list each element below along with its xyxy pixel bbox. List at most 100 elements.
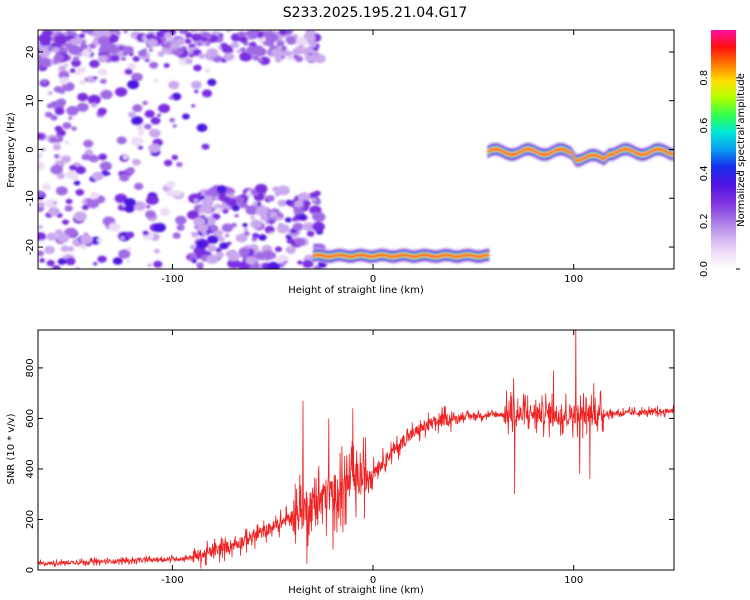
- noise-blob: [131, 136, 144, 147]
- x-tick-label: 0: [370, 575, 376, 586]
- colorbar-tick-label: 0.8: [699, 70, 710, 86]
- noise-blob: [199, 205, 210, 213]
- noise-blob: [216, 185, 227, 194]
- noise-blob: [196, 42, 203, 47]
- noise-blob: [93, 262, 98, 266]
- noise-blob: [290, 229, 296, 233]
- noise-blob: [252, 232, 260, 239]
- noise-blob: [257, 58, 263, 63]
- noise-blob: [53, 53, 64, 62]
- noise-blob: [207, 235, 219, 244]
- y-tick-label: 200: [25, 510, 36, 529]
- noise-blob: [120, 56, 127, 61]
- noise-blob: [83, 139, 94, 148]
- noise-blob: [302, 259, 313, 269]
- spectrogram-y-axis: -20 -10 0 10 20: [25, 46, 674, 255]
- noise-blob: [234, 213, 240, 218]
- noise-blob: [144, 110, 155, 118]
- noise-blob: [38, 152, 43, 160]
- noise-blob: [38, 250, 44, 257]
- noise-blob: [204, 68, 211, 73]
- noise-blob: [157, 113, 161, 117]
- noise-blob: [74, 71, 80, 76]
- noise-blob: [76, 102, 89, 112]
- noise-blob: [116, 43, 121, 48]
- noise-blob: [231, 204, 240, 212]
- noise-blob: [126, 247, 132, 251]
- noise-blob: [293, 207, 304, 216]
- noise-blob: [78, 33, 86, 39]
- snr-line: [38, 330, 674, 569]
- noise-blob: [58, 65, 66, 72]
- noise-blob: [91, 32, 98, 38]
- noise-blob: [123, 30, 128, 34]
- x-tick-label: 100: [564, 575, 583, 586]
- noise-blob: [266, 195, 275, 202]
- noise-blob: [144, 123, 152, 130]
- noise-blob: [314, 200, 322, 205]
- noise-blob: [40, 147, 46, 152]
- noise-blob: [56, 172, 65, 179]
- noise-blob: [44, 111, 53, 118]
- noise-blob: [39, 37, 51, 47]
- noise-blob: [207, 78, 217, 86]
- y-tick-label: 10: [25, 94, 36, 107]
- noise-blob: [198, 53, 206, 59]
- noise-blob: [193, 217, 206, 227]
- noise-blob: [114, 87, 128, 97]
- noise-blob: [120, 236, 125, 240]
- noise-blob: [285, 36, 295, 44]
- noise-blob: [157, 51, 165, 57]
- noise-blob: [153, 78, 159, 83]
- noise-blob: [187, 210, 199, 220]
- noise-blob: [149, 61, 159, 69]
- noise-blob: [313, 53, 325, 63]
- snr-x-axis: -100 0 100: [161, 330, 583, 586]
- noise-blob: [100, 89, 113, 100]
- noise-blob: [176, 224, 185, 231]
- noise-blob: [190, 30, 197, 33]
- noise-blob: [38, 232, 46, 241]
- noise-blob: [145, 210, 156, 219]
- noise-blob: [311, 197, 317, 202]
- noise-blob: [106, 172, 111, 176]
- noise-blob: [108, 222, 121, 232]
- noise-blob: [231, 222, 237, 228]
- noise-blob: [88, 154, 99, 163]
- noise-blob: [239, 36, 248, 43]
- noise-blob: [189, 53, 194, 58]
- noise-blob: [56, 129, 66, 137]
- noise-blob: [297, 260, 303, 265]
- noise-blob: [38, 201, 45, 208]
- noise-blob: [124, 68, 133, 75]
- noise-blob: [148, 48, 153, 52]
- noise-blob: [50, 114, 58, 121]
- noise-blob: [89, 59, 100, 68]
- noise-blob: [154, 248, 160, 254]
- noise-blob: [73, 180, 81, 186]
- noise-blob: [153, 260, 163, 268]
- noise-blob: [80, 244, 87, 250]
- noise-blob: [222, 209, 229, 214]
- noise-blob: [112, 257, 123, 265]
- noise-blob: [90, 102, 98, 108]
- noise-blob: [53, 144, 61, 151]
- noise-blob: [54, 154, 59, 158]
- noise-blob: [82, 204, 89, 211]
- noise-blob: [60, 245, 69, 252]
- x-tick-label: -100: [161, 274, 184, 285]
- noise-blob: [285, 246, 296, 254]
- noise-blob: [71, 59, 82, 67]
- noise-blob: [235, 233, 248, 243]
- y-tick-label: 800: [25, 358, 36, 377]
- noise-blob: [97, 55, 108, 63]
- noise-blob: [313, 47, 319, 52]
- noise-blob: [77, 66, 87, 74]
- noise-blob: [196, 239, 208, 249]
- noise-blob: [215, 247, 222, 253]
- spectrogram-heatmap: [38, 30, 674, 269]
- noise-blob: [201, 89, 213, 98]
- noise-blob: [292, 216, 300, 222]
- noise-blob: [254, 252, 265, 260]
